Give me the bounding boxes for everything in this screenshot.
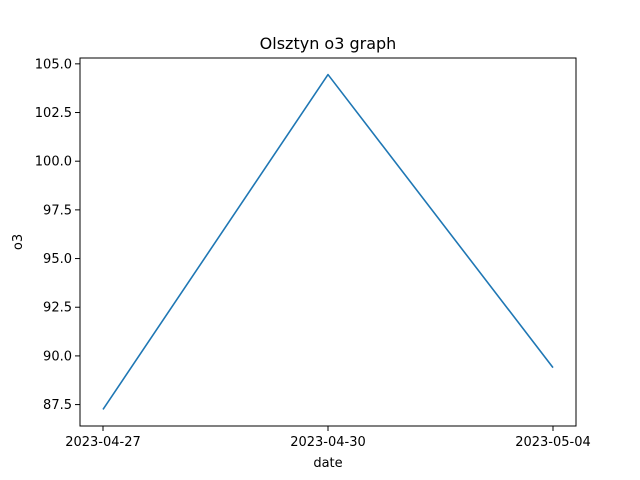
x-tick-label: 2023-05-04 bbox=[515, 435, 591, 450]
plot-area-frame bbox=[79, 57, 577, 427]
x-tick-label: 2023-04-27 bbox=[65, 435, 141, 450]
y-tick-label: 92.5 bbox=[43, 301, 72, 316]
y-tick-label: 100.0 bbox=[35, 155, 72, 170]
y-tick-label: 105.0 bbox=[35, 57, 72, 72]
y-tick-label: 95.0 bbox=[43, 252, 72, 267]
series-line bbox=[102, 73, 554, 410]
y-tick-label: 87.5 bbox=[43, 398, 72, 413]
chart-title: Olsztyn o3 graph bbox=[260, 34, 397, 53]
y-tick-label: 97.5 bbox=[43, 203, 72, 218]
y-tick-label: 90.0 bbox=[43, 349, 72, 364]
series-group bbox=[102, 73, 554, 410]
y-axis-ticks: 87.5 90.0 92.5 95.0 97.5 100.0 102.5 105.0 bbox=[35, 57, 80, 413]
y-tick-label: 102.5 bbox=[35, 106, 72, 121]
x-axis-label: date bbox=[313, 456, 342, 471]
x-axis-ticks: 2023-04-27 2023-04-30 2023-05-04 bbox=[65, 426, 591, 450]
x-tick-label: 2023-04-30 bbox=[290, 435, 366, 450]
y-axis-label: o3 bbox=[11, 234, 26, 250]
